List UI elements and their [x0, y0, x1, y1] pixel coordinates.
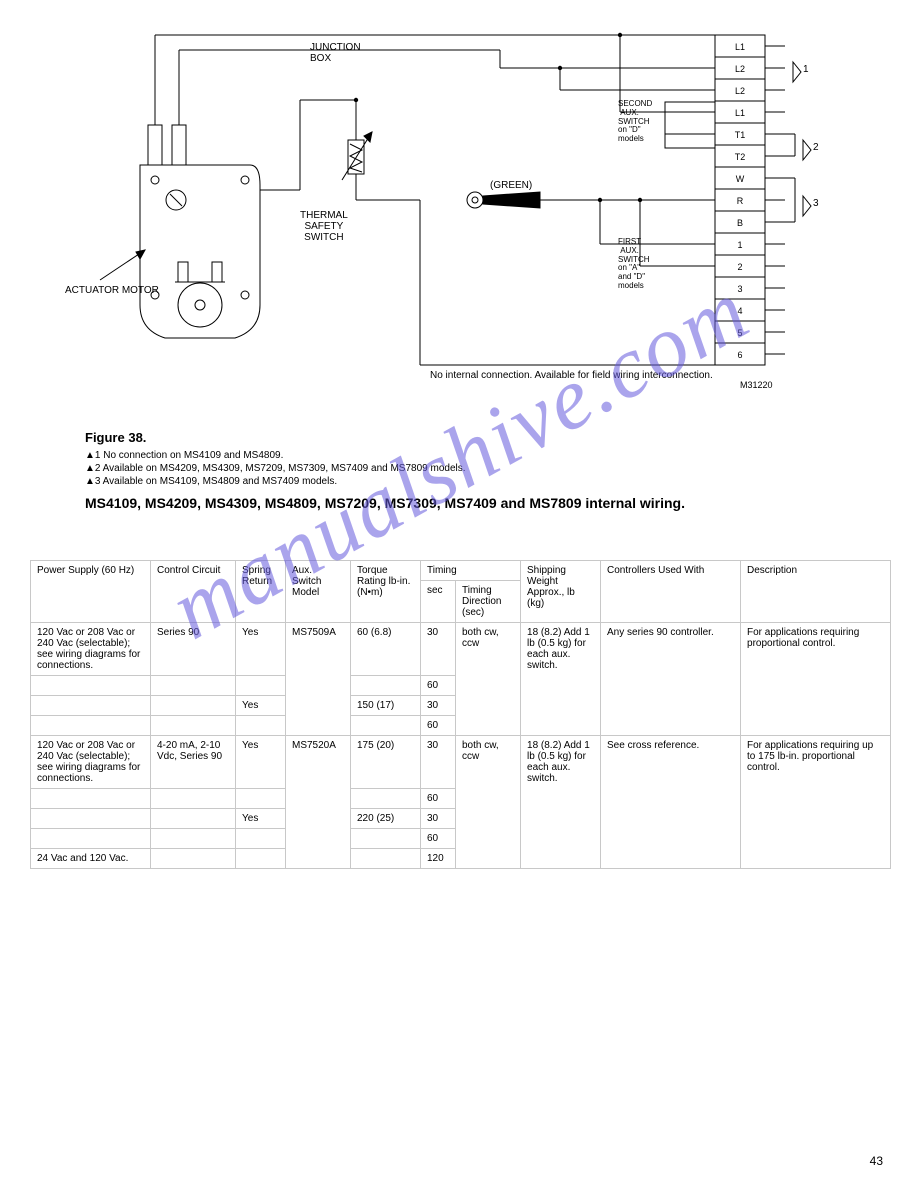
- page-number: 43: [870, 1154, 883, 1168]
- col-ship: Shipping Weight Approx., lb (kg): [521, 561, 601, 623]
- label-first-aux: FIRST AUX.SWITCHon "A"and "D"models: [618, 238, 650, 291]
- svg-text:R: R: [737, 196, 744, 206]
- wiring-diagram: L1 L2 L2 L1 T1 T2 W R B 1 2 3 4 5 6 1 2: [0, 0, 918, 420]
- footnote-1: ▲1 No connection on MS4109 and MS4809.: [85, 450, 283, 461]
- footnote-2: ▲2 Available on MS4209, MS4309, MS7209, …: [85, 463, 466, 474]
- svg-text:5: 5: [737, 328, 742, 338]
- label-no-internal: No internal connection. Available for fi…: [430, 370, 713, 381]
- svg-text:T1: T1: [735, 130, 746, 140]
- col-ctrl: Controllers Used With: [601, 561, 741, 623]
- table-row: 120 Vac or 208 Vac or 240 Vac (selectabl…: [31, 736, 891, 789]
- svg-text:2: 2: [737, 262, 742, 272]
- label-green: (GREEN): [490, 180, 532, 191]
- col-power: Power Supply (60 Hz): [31, 561, 151, 623]
- svg-text:L2: L2: [735, 86, 745, 96]
- svg-text:3: 3: [737, 284, 742, 294]
- svg-text:L2: L2: [735, 64, 745, 74]
- label-m31220: M31220: [740, 380, 773, 390]
- col-aux: Aux. Switch Model: [286, 561, 351, 623]
- svg-text:B: B: [737, 218, 743, 228]
- svg-text:2: 2: [813, 142, 819, 153]
- label-actuator: ACTUATOR MOTOR: [65, 285, 159, 296]
- col-timing-dir: Timing Direction (sec): [456, 581, 521, 623]
- svg-text:6: 6: [737, 350, 742, 360]
- label-thermal-safety: THERMALSAFETYSWITCH: [300, 210, 348, 243]
- svg-text:W: W: [736, 174, 745, 184]
- section-title: MS4109, MS4209, MS4309, MS4809, MS7209, …: [85, 495, 685, 511]
- col-desc: Description: [741, 561, 891, 623]
- col-control: Control Circuit: [151, 561, 236, 623]
- col-torque: Torque Rating lb-in. (N•m): [351, 561, 421, 623]
- label-second-aux: SECOND AUX.SWITCHon "D"models: [618, 100, 652, 144]
- svg-text:3: 3: [813, 198, 819, 209]
- col-spring: Spring Return: [236, 561, 286, 623]
- svg-text:L1: L1: [735, 108, 745, 118]
- svg-text:1: 1: [803, 64, 809, 75]
- label-junction-box: JUNCTIONBOX: [310, 42, 361, 64]
- svg-text:4: 4: [737, 306, 742, 316]
- table-row: 120 Vac or 208 Vac or 240 Vac (selectabl…: [31, 623, 891, 676]
- svg-text:1: 1: [737, 240, 742, 250]
- figure-caption: Figure 38.: [85, 430, 146, 445]
- col-timing-sec: sec: [421, 581, 456, 623]
- svg-text:L1: L1: [735, 42, 745, 52]
- footnote-3: ▲3 Available on MS4109, MS4809 and MS740…: [85, 476, 337, 487]
- svg-text:T2: T2: [735, 152, 746, 162]
- col-timing-group: Timing: [421, 561, 521, 581]
- spec-table: Power Supply (60 Hz) Control Circuit Spr…: [30, 560, 891, 869]
